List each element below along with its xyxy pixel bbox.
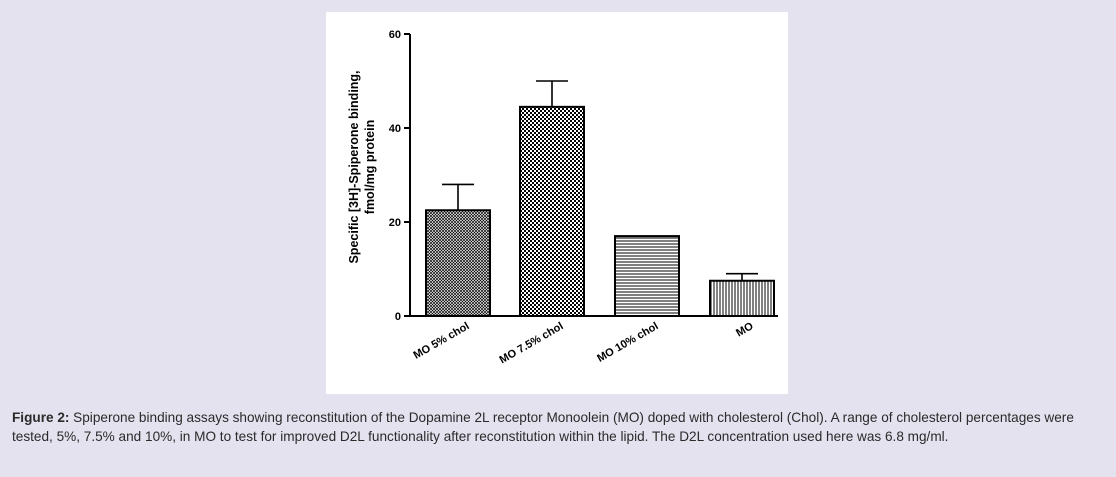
x-category-label: MO 10% chol [595, 320, 660, 365]
y-tick-label: 20 [389, 217, 401, 229]
y-tick-label: 40 [389, 123, 401, 135]
y-tick-label: 60 [389, 29, 401, 41]
bars [425, 80, 775, 318]
bar-chart: Specific [3H]-Spiperone binding, fmol/mg… [347, 29, 778, 366]
figure-caption: Figure 2: Spiperone binding assays showi… [12, 408, 1104, 446]
bar [519, 105, 585, 317]
caption-text: Spiperone binding assays showing reconst… [12, 410, 1074, 444]
x-category-label: MO 7.5% chol [498, 320, 566, 366]
y-axis-label-line2: fmol/mg protein [363, 120, 377, 214]
category-labels: MO 5% chol MO 7.5% chol MO 10% chol MO [412, 320, 756, 366]
bar [709, 279, 775, 317]
caption-label: Figure 2: [12, 410, 70, 425]
y-ticks: 0 20 40 60 [389, 29, 410, 323]
bar [614, 235, 680, 318]
y-tick-label: 0 [395, 311, 401, 323]
x-category-label: MO 5% chol [412, 320, 472, 362]
bar [425, 209, 491, 317]
y-axis-label-line1: Specific [3H]-Spiperone binding, [347, 70, 361, 263]
figure-panel: Specific [3H]-Spiperone binding, fmol/mg… [326, 12, 788, 394]
x-category-label: MO [734, 320, 756, 339]
